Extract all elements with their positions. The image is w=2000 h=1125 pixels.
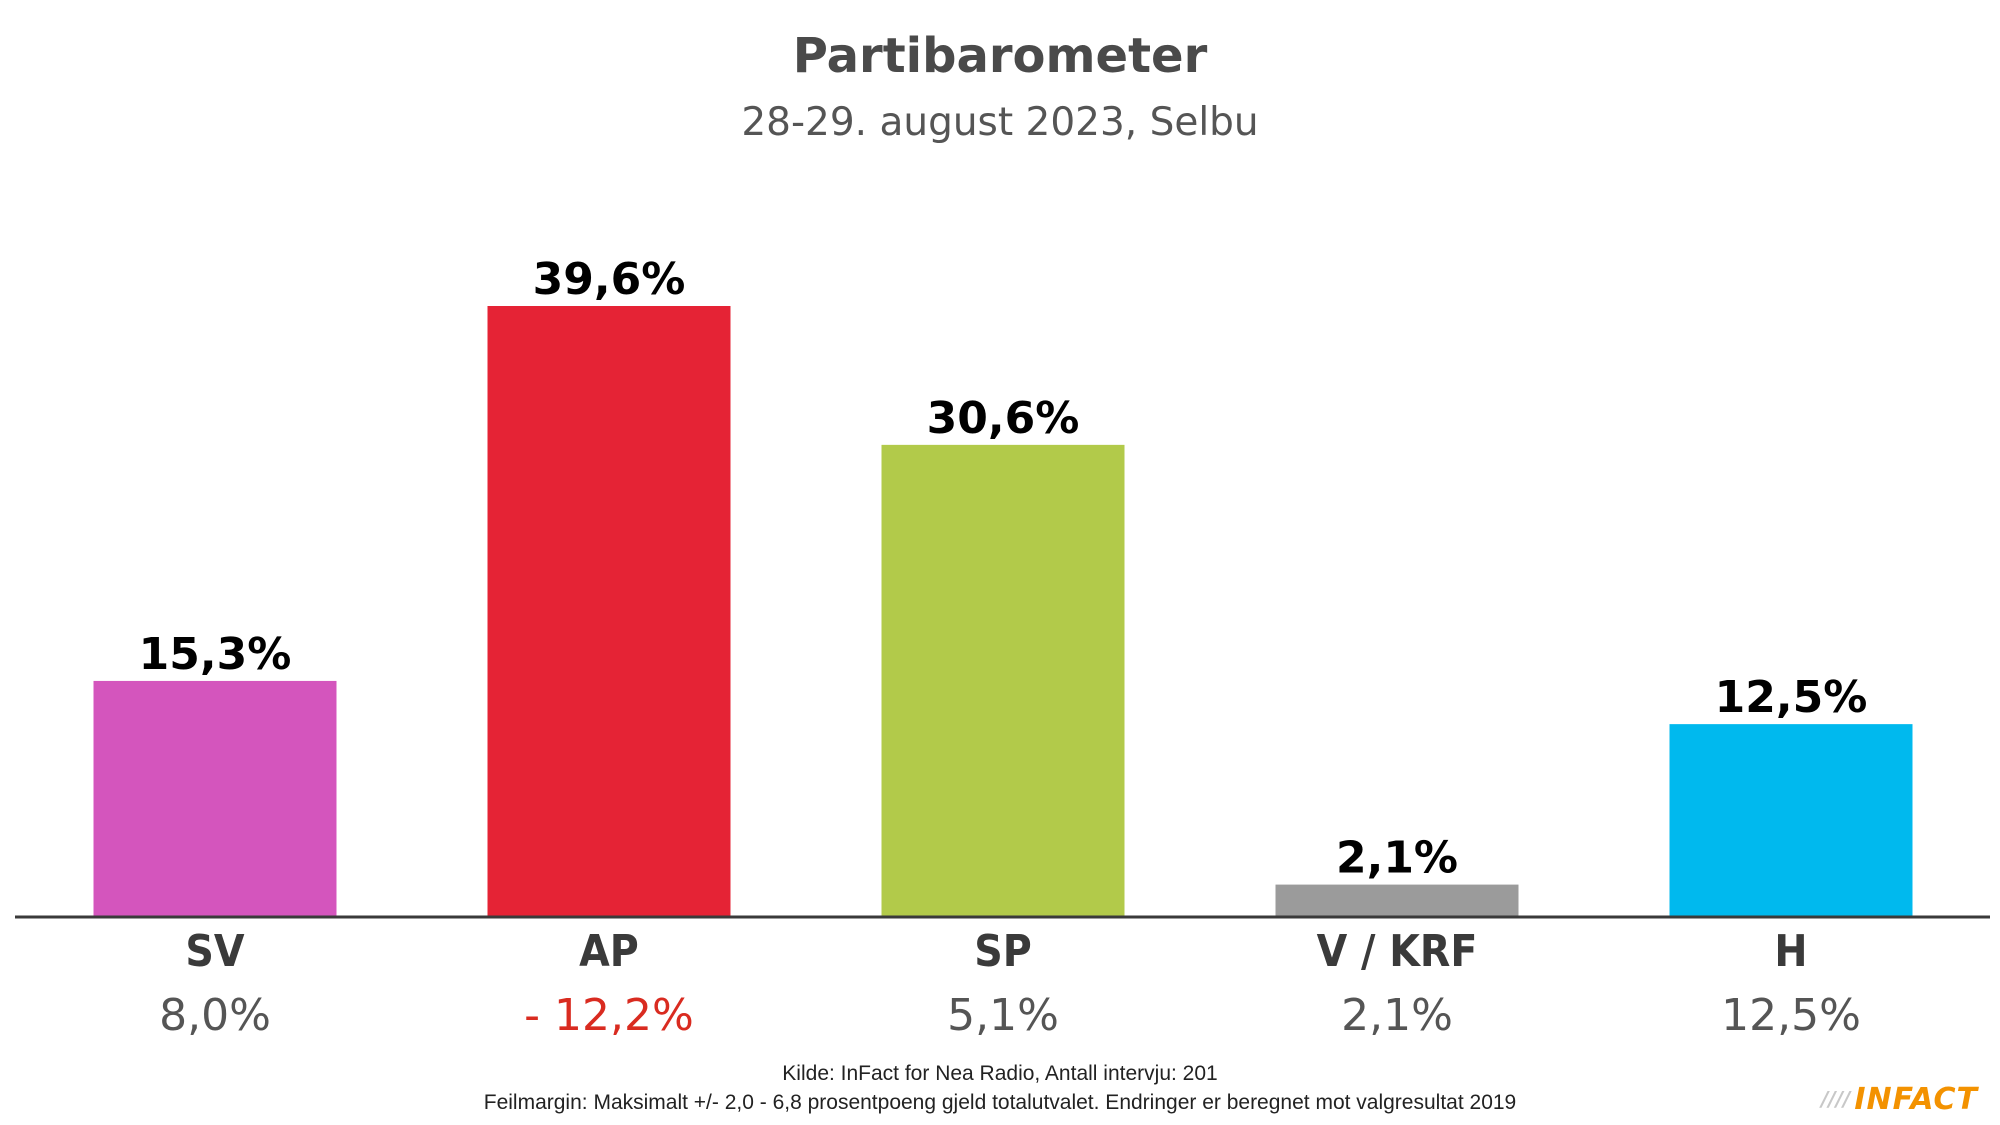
change-label: 2,1% xyxy=(1341,990,1453,1041)
value-label: 12,5% xyxy=(1715,672,1868,723)
change-label: 12,5% xyxy=(1721,990,1861,1041)
logo-stripes: //// xyxy=(1821,1087,1851,1111)
change-label: - 12,2% xyxy=(524,990,694,1041)
bar-v-krf xyxy=(1275,884,1519,917)
bar-sp xyxy=(881,444,1125,917)
infact-logo: ////INFACT xyxy=(1821,1082,1978,1117)
category-label: SV xyxy=(185,926,245,977)
value-label: 2,1% xyxy=(1336,833,1458,884)
value-label: 30,6% xyxy=(927,393,1080,444)
category-label: H xyxy=(1774,926,1807,977)
bar-h xyxy=(1669,724,1913,917)
category-label: AP xyxy=(579,926,639,977)
chart-title: Partibarometer xyxy=(792,28,1208,84)
logo-text: INFACT xyxy=(1854,1082,1978,1117)
category-label: SP xyxy=(974,926,1032,977)
category-label: V / KRF xyxy=(1317,926,1478,977)
value-label: 15,3% xyxy=(139,629,292,680)
source-note: Kilde: InFact for Nea Radio, Antall inte… xyxy=(782,1062,1218,1085)
value-label: 39,6% xyxy=(533,254,686,305)
chart-subtitle: 28-29. august 2023, Selbu xyxy=(741,100,1259,145)
margin-note: Feilmargin: Maksimalt +/- 2,0 - 6,8 pros… xyxy=(483,1091,1517,1114)
change-label: 5,1% xyxy=(947,990,1059,1041)
change-label: 8,0% xyxy=(159,990,271,1041)
bar-ap xyxy=(487,306,731,917)
bar-sv xyxy=(93,680,337,917)
